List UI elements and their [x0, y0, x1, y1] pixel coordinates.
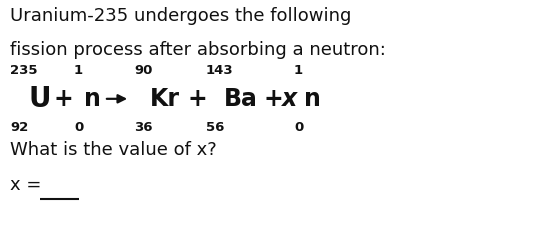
Text: 235: 235	[10, 64, 37, 77]
Text: Uranium-235 undergoes the following: Uranium-235 undergoes the following	[10, 7, 351, 25]
Text: +: +	[188, 87, 208, 111]
Text: Ba: Ba	[224, 87, 258, 111]
Text: U: U	[28, 85, 51, 113]
Text: +: +	[263, 87, 282, 111]
Text: 1: 1	[74, 64, 83, 77]
Text: 92: 92	[10, 121, 28, 134]
Text: n: n	[84, 87, 101, 111]
Text: 90: 90	[134, 64, 152, 77]
Text: 143: 143	[206, 64, 233, 77]
Text: fission process after absorbing a neutron:: fission process after absorbing a neutro…	[10, 41, 385, 59]
Text: 36: 36	[134, 121, 152, 134]
Text: What is the value of x?: What is the value of x?	[10, 141, 216, 159]
Text: Kr: Kr	[150, 87, 180, 111]
Text: x: x	[282, 87, 297, 111]
Text: n: n	[304, 87, 321, 111]
Text: +: +	[54, 87, 74, 111]
Text: 1: 1	[294, 64, 303, 77]
Text: 56: 56	[206, 121, 224, 134]
Text: 0: 0	[294, 121, 303, 134]
Text: 0: 0	[74, 121, 83, 134]
Text: x =: x =	[10, 176, 47, 194]
